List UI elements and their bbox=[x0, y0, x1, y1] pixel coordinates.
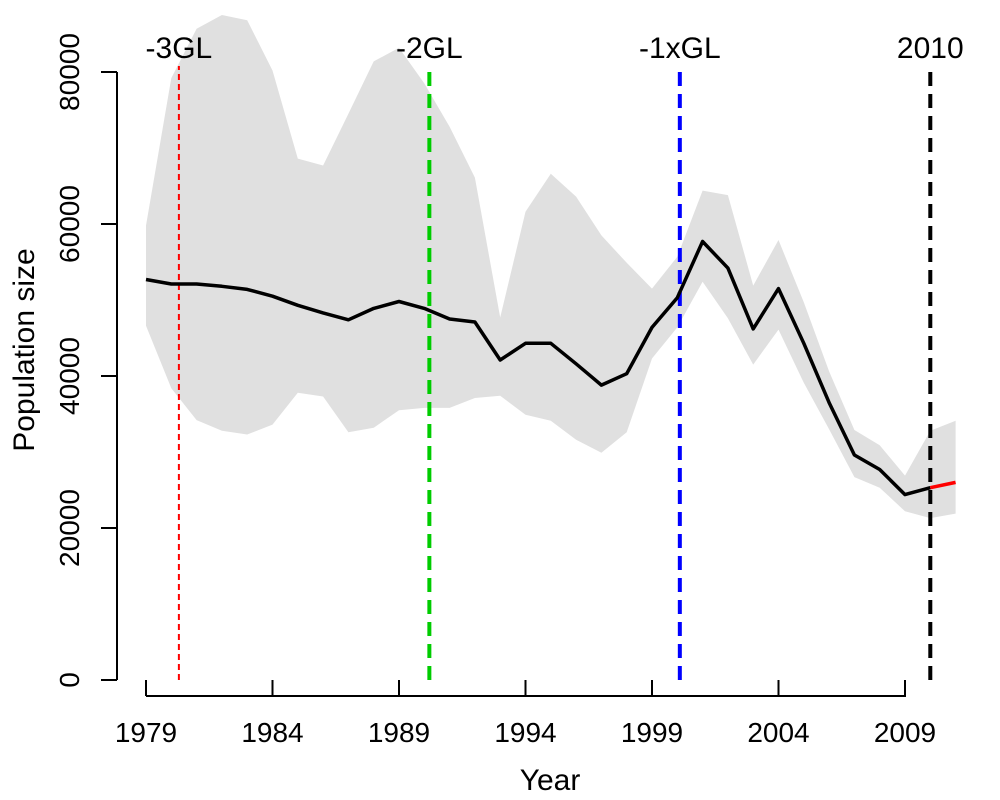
y-tick-label: 0 bbox=[54, 672, 85, 688]
projection-line bbox=[929, 480, 956, 490]
reference-lines-layer: -3GL -2GL -1xGL 2010 bbox=[146, 32, 964, 680]
x-tick-label: 2004 bbox=[747, 717, 809, 748]
population-estimate-line bbox=[145, 239, 931, 497]
x-tick-label: 1994 bbox=[494, 717, 556, 748]
y-tick-label: 80000 bbox=[54, 33, 85, 111]
reference-label-2: -2GL bbox=[396, 32, 463, 65]
y-tick-label: 20000 bbox=[54, 489, 85, 567]
confidence-band bbox=[146, 15, 956, 519]
y-ticks: 0 20000 40000 60000 80000 bbox=[54, 33, 117, 688]
series-layer bbox=[145, 239, 956, 497]
x-tick-label: 2009 bbox=[874, 717, 936, 748]
x-tick-label: 1984 bbox=[241, 717, 303, 748]
reference-label-3: -1xGL bbox=[639, 32, 721, 65]
x-tick-label: 1999 bbox=[621, 717, 683, 748]
x-ticks: 1979 1984 1989 1994 1999 2004 2009 bbox=[115, 680, 936, 748]
reference-label-1: -3GL bbox=[146, 32, 213, 65]
y-tick-label: 40000 bbox=[54, 337, 85, 415]
x-tick-label: 1979 bbox=[115, 717, 177, 748]
x-tick-label: 1989 bbox=[368, 717, 430, 748]
confidence-band-layer bbox=[146, 15, 956, 519]
y-axis-title: Population size bbox=[8, 248, 41, 451]
x-axis-title: Year bbox=[520, 764, 581, 797]
reference-label-4: 2010 bbox=[897, 32, 964, 65]
y-tick-label: 60000 bbox=[54, 185, 85, 263]
